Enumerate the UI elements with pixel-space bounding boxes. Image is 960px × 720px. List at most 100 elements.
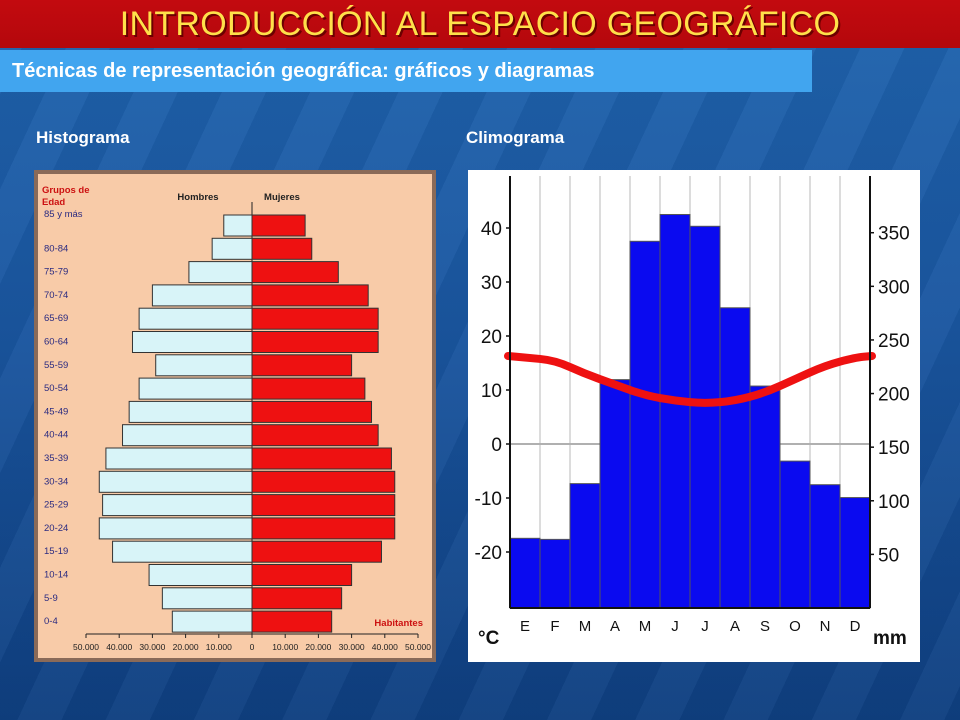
x-tick-label: 40.000 — [106, 642, 132, 652]
age-group-label: 45-49 — [44, 406, 68, 417]
precipitation-bar — [779, 460, 811, 609]
age-group-label: 0-4 — [44, 616, 58, 627]
population-pyramid-chart: 85 y más 80-84 75-79 70-74 65-69 60-64 55-59 50… — [42, 185, 431, 652]
month-label: N — [820, 618, 831, 635]
female-bar — [251, 237, 313, 260]
female-bar — [251, 494, 396, 517]
month-label: F — [550, 618, 559, 635]
female-bar — [251, 331, 379, 353]
female-bar — [251, 284, 369, 307]
female-bar — [251, 540, 382, 563]
left-tick-label: 30 — [481, 273, 502, 294]
x-tick-label: 10.000 — [272, 642, 298, 652]
x-tick-label: 50.000 — [73, 642, 99, 652]
month-label: A — [610, 618, 620, 635]
month-label: S — [760, 618, 770, 635]
female-bar — [251, 447, 392, 470]
age-group-label: 85 y más — [44, 209, 83, 220]
female-bar — [251, 307, 379, 330]
female-bar — [251, 424, 379, 447]
x-tick-label: 30.000 — [139, 642, 165, 652]
legend-female: Mujeres — [264, 192, 300, 203]
male-bar — [138, 377, 253, 400]
age-group-label: 60-64 — [44, 337, 68, 348]
climograph-panel: 40 30 20 10 0 -10 -20 350 300 250 200 150 100 50 E F M A M… — [468, 170, 920, 662]
subtitle-bar: Técnicas de representación geográfica: g… — [0, 50, 812, 92]
right-tick-label: 250 — [878, 331, 910, 352]
x-tick-label: 10.000 — [206, 642, 232, 652]
left-axis-unit: °C — [478, 628, 500, 649]
male-bar — [223, 214, 253, 237]
page-subtitle: Técnicas de representación geográfica: g… — [12, 60, 595, 82]
female-bar — [251, 470, 396, 493]
month-label: J — [701, 618, 709, 635]
x-axis-title: Habitantes — [374, 618, 423, 629]
age-group-label: 35-39 — [44, 453, 68, 464]
left-tick-label: -10 — [475, 489, 502, 510]
left-tick-label: 10 — [481, 381, 502, 402]
title-bar: INTRODUCCIÓN AL ESPACIO GEOGRÁFICO — [0, 0, 960, 48]
right-tick-label: 350 — [878, 224, 910, 245]
male-bar — [105, 447, 253, 470]
precipitation-bar — [539, 538, 571, 609]
male-bar — [155, 354, 253, 377]
page-title: INTRODUCCIÓN AL ESPACIO GEOGRÁFICO — [119, 5, 841, 43]
male-bar — [188, 261, 253, 284]
right-tick-label: 100 — [878, 492, 910, 513]
y-axis-title-line1: Grupos de — [42, 185, 90, 196]
left-tick-label: -20 — [475, 543, 502, 564]
y-axis-title-line2: Edad — [42, 197, 65, 208]
temperature-line — [504, 351, 876, 407]
precipitation-bar — [809, 484, 841, 609]
histogram-label: Histograma — [36, 128, 130, 147]
female-bar — [251, 261, 339, 284]
age-group-label: 75-79 — [44, 267, 68, 278]
month-label: A — [730, 618, 740, 635]
age-group-label: 70-74 — [44, 290, 68, 301]
right-tick-label: 150 — [878, 438, 910, 459]
female-bar — [251, 377, 366, 400]
female-bar — [251, 610, 333, 633]
age-group-label: 25-29 — [44, 500, 68, 511]
right-axis-unit: mm — [873, 628, 907, 649]
age-group-label: 5-9 — [44, 593, 58, 604]
age-group-label: 15-19 — [44, 546, 68, 557]
precipitation-bar — [569, 483, 601, 609]
male-bar — [122, 424, 253, 447]
precipitation-bar — [689, 225, 721, 609]
precipitation-bar — [749, 385, 781, 609]
female-bar — [251, 564, 353, 586]
age-group-label: 50-54 — [44, 383, 68, 394]
age-group-label: 10-14 — [44, 570, 68, 581]
histogram-frame: 85 y más 80-84 75-79 70-74 65-69 60-64 55-59 50… — [34, 170, 436, 662]
age-group-label: 30-34 — [44, 476, 68, 487]
female-bar — [251, 214, 306, 237]
month-label: O — [789, 618, 801, 635]
male-bar — [128, 400, 253, 423]
x-tick-label: 20.000 — [305, 642, 331, 652]
x-tick-label: 40.000 — [372, 642, 398, 652]
female-bar — [251, 354, 353, 377]
right-tick-label: 200 — [878, 385, 910, 406]
age-group-label: 80-84 — [44, 243, 68, 254]
precipitation-bar — [629, 240, 661, 609]
x-tick-label: 0 — [250, 642, 255, 652]
age-group-label: 20-24 — [44, 523, 68, 534]
female-bar — [251, 517, 396, 540]
histogram-panel: 85 y más 80-84 75-79 70-74 65-69 60-64 55-59 50… — [38, 174, 432, 658]
x-tick-label: 30.000 — [339, 642, 365, 652]
precipitation-bar — [719, 307, 751, 609]
left-tick-label: 20 — [481, 327, 502, 348]
male-bar — [138, 307, 253, 330]
female-bar — [251, 587, 343, 610]
age-group-label: 55-59 — [44, 360, 68, 371]
precipitation-bar — [839, 497, 871, 609]
x-tick-label: 20.000 — [173, 642, 199, 652]
age-group-label: 40-44 — [44, 430, 68, 441]
right-tick-label: 300 — [878, 277, 910, 298]
month-label: M — [639, 618, 652, 635]
male-bar — [112, 540, 253, 563]
female-bar — [251, 400, 373, 423]
male-bar — [171, 610, 253, 633]
